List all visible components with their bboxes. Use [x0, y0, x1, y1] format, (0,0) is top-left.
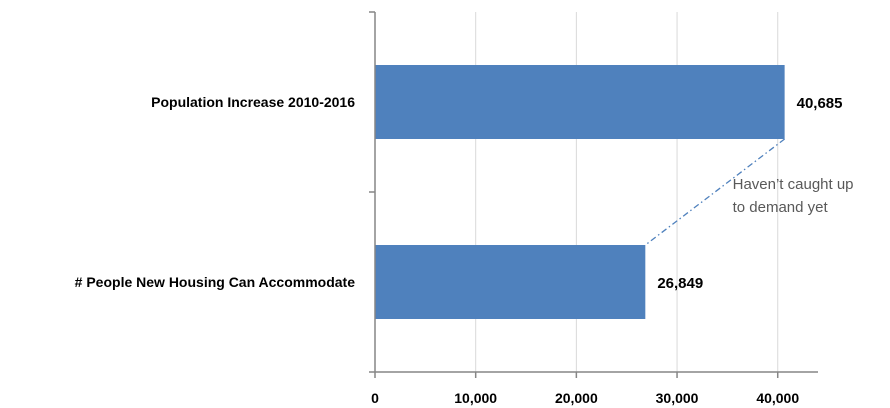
bar [375, 245, 646, 319]
x-tick-label: 40,000 [756, 390, 799, 406]
bars [375, 65, 785, 319]
data-label: 40,685 [797, 95, 843, 112]
labels: Population Increase 2010-2016 40,685 # Peo… [75, 94, 843, 406]
annotation-connector-line [644, 138, 786, 246]
axes [369, 11, 818, 378]
x-tick-label: 30,000 [656, 390, 699, 406]
data-label: 26,849 [657, 275, 703, 292]
category-label: Population Increase 2010-2016 [151, 94, 355, 110]
category-label: # People New Housing Can Accommodate [75, 274, 356, 290]
bar [375, 65, 785, 139]
annotation: Haven’t caught up to demand yet [644, 138, 858, 246]
x-tick-label: 20,000 [555, 390, 598, 406]
annotation-text-line-1: Haven’t caught up [733, 176, 854, 193]
x-tick-label: 0 [371, 390, 379, 406]
annotation-text-line-2: to demand yet [733, 199, 829, 216]
x-tick-label: 10,000 [454, 390, 497, 406]
annotation-text: Haven’t caught up to demand yet [733, 176, 858, 216]
